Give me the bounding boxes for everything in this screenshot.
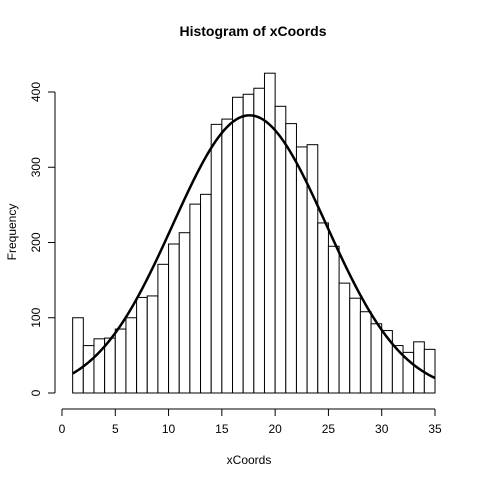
histogram-bar-17 <box>242 93 255 394</box>
x-tick-label: 5 <box>112 422 119 436</box>
histogram-bar-22 <box>295 146 308 394</box>
histogram-bar-27 <box>349 297 361 394</box>
histogram-bar-29 <box>370 323 383 394</box>
histogram-bar-6 <box>125 317 138 394</box>
histogram-bar-28 <box>359 311 372 394</box>
histogram-bar-12 <box>189 203 202 394</box>
histogram-bar-11 <box>178 232 191 394</box>
x-tick-label: 30 <box>375 422 389 436</box>
x-tick-label: 0 <box>59 422 66 436</box>
y-tick-label: 0 <box>29 389 43 396</box>
histogram-bar-1 <box>72 317 84 394</box>
y-tick-label: 300 <box>29 157 43 177</box>
x-axis: 0 5 10 15 20 25 30 35 <box>59 408 442 436</box>
y-axis: 0 100 200 300 400 <box>29 82 56 396</box>
histogram-bar-5 <box>114 328 127 394</box>
x-tick-label: 35 <box>428 422 442 436</box>
histogram-bar-21 <box>285 123 297 394</box>
histogram-bar-9 <box>157 263 170 394</box>
x-tick-label: 15 <box>215 422 229 436</box>
chart-title: Histogram of xCoords <box>179 23 326 39</box>
histogram-bar-30 <box>381 330 393 394</box>
histogram-bar-18 <box>253 87 265 394</box>
histogram-bar-14 <box>210 123 223 394</box>
x-tick-label: 25 <box>322 422 336 436</box>
histogram-bar-34 <box>423 348 436 394</box>
normal-density-curve <box>72 114 436 380</box>
x-tick-label: 10 <box>162 422 176 436</box>
histogram-bars <box>72 72 436 394</box>
histogram-bar-8 <box>146 295 159 394</box>
histogram-bar-2 <box>82 345 95 394</box>
histogram-bar-24 <box>317 222 329 394</box>
histogram-bar-10 <box>168 243 180 394</box>
histogram-bar-25 <box>327 245 340 394</box>
histogram-bar-15 <box>221 118 234 394</box>
x-axis-label: xCoords <box>227 453 272 467</box>
histogram-bar-13 <box>200 193 212 394</box>
y-axis-label: Frequency <box>5 204 19 261</box>
y-tick-label: 100 <box>29 307 43 327</box>
y-tick-label: 400 <box>29 82 43 102</box>
density-curve-layer <box>72 114 436 380</box>
histogram-bar-23 <box>306 144 319 394</box>
histogram-bar-26 <box>338 282 351 394</box>
x-tick-label: 20 <box>268 422 282 436</box>
histogram-bar-7 <box>136 296 148 394</box>
y-tick-label: 200 <box>29 232 43 252</box>
histogram-bar-20 <box>274 105 287 394</box>
histogram-bar-16 <box>232 96 244 394</box>
